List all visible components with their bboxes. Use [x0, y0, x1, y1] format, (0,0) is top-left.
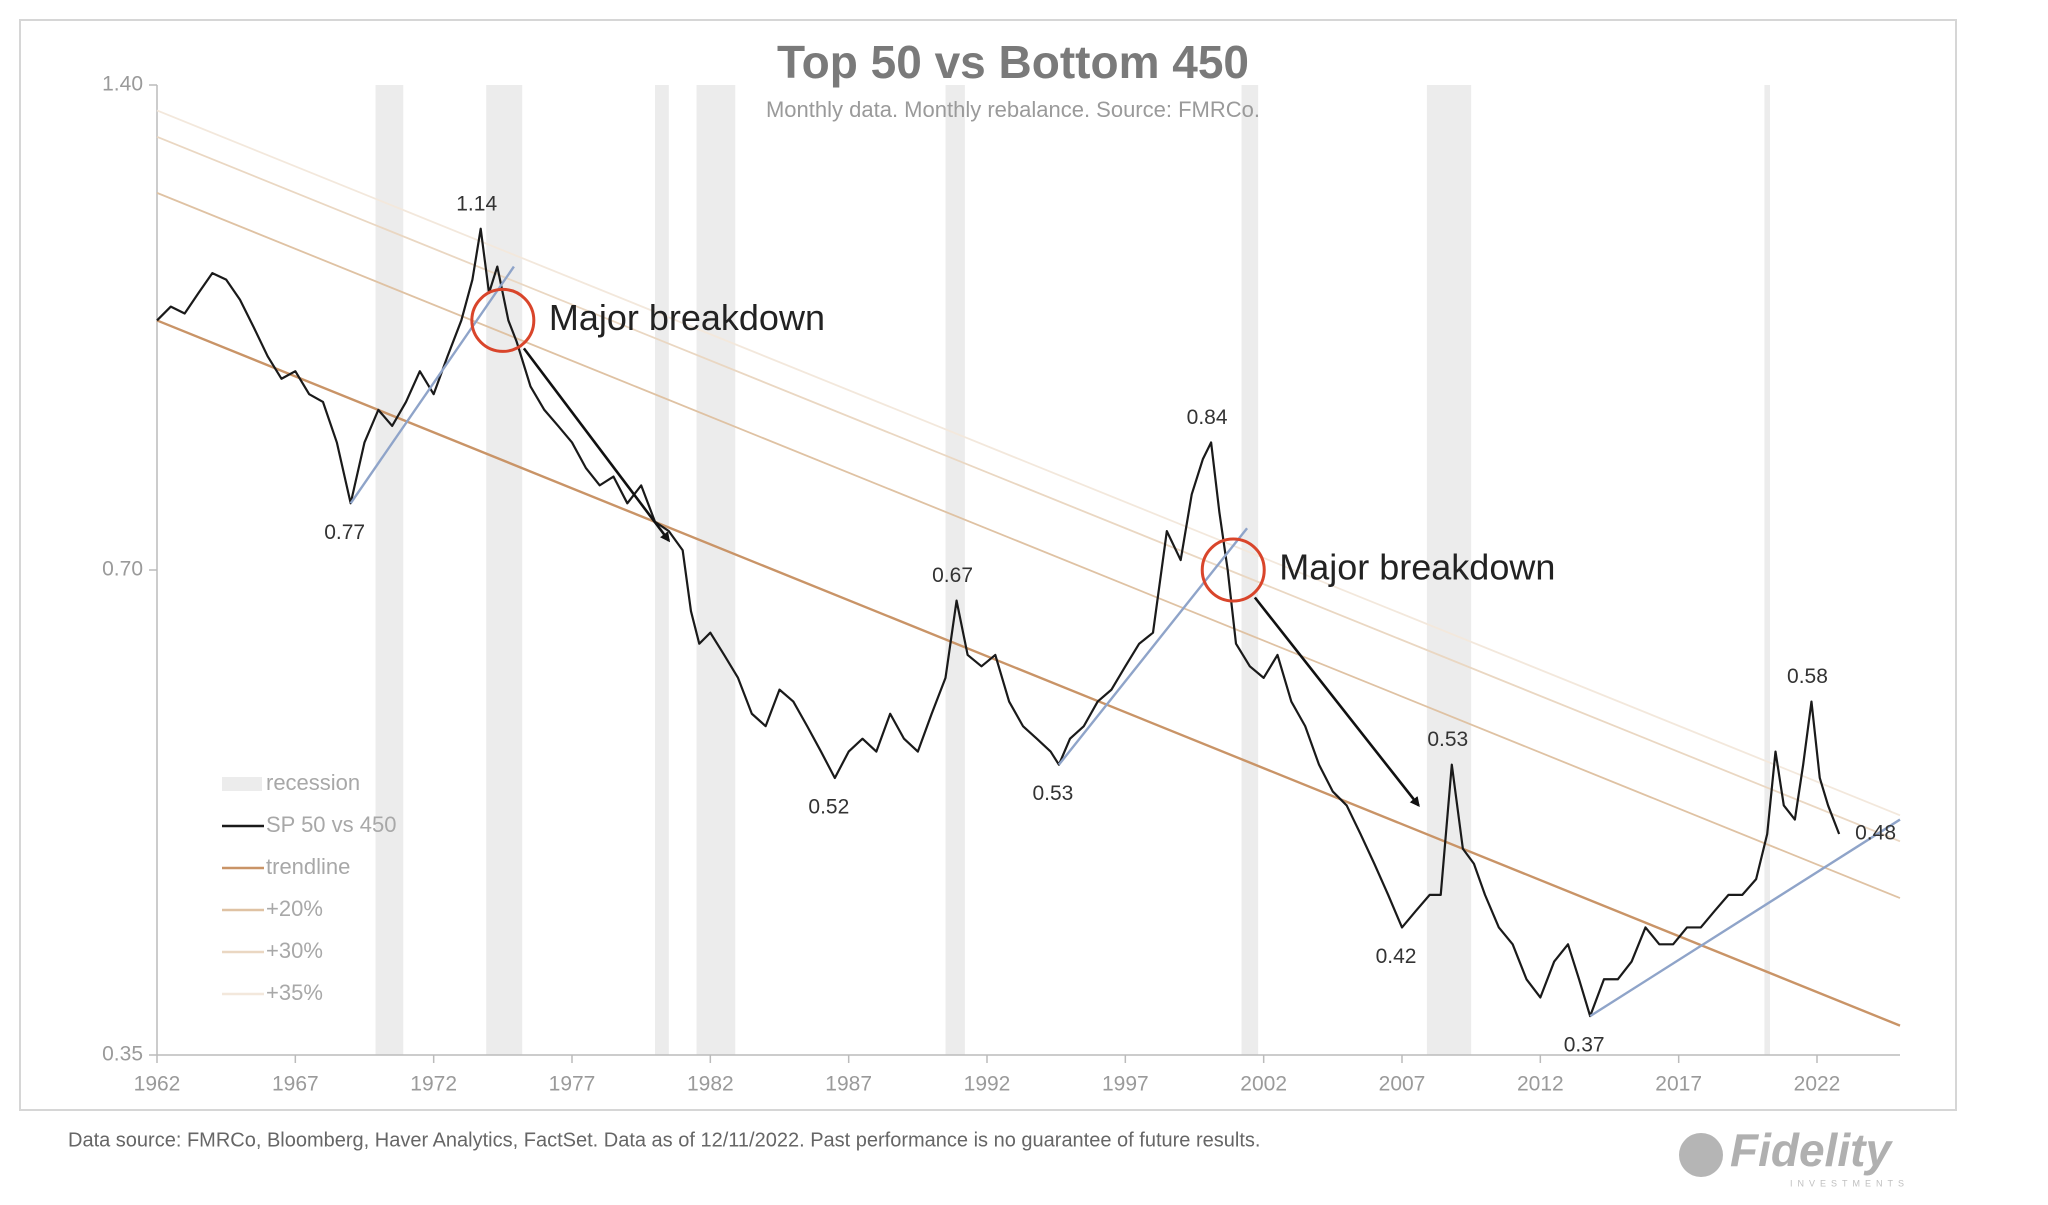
legend-label: +35%	[266, 980, 323, 1005]
peak-label: 0.53	[1427, 728, 1468, 751]
background-layer: 0.35 0.70 1.40 1962 1967 1972 1977 1982 1987 1992…	[102, 73, 1900, 1096]
peak-label: 0.52	[808, 796, 849, 819]
peak-label: 1.14	[456, 192, 497, 215]
x-tick-label: 1992	[964, 1073, 1011, 1096]
support-line	[349, 265, 515, 504]
legend-label: SP 50 vs 450	[266, 812, 396, 837]
annotation-text: Major breakdown	[1279, 547, 1555, 588]
trend-line	[156, 136, 1901, 843]
logo-tagline: INVESTMENTS	[1790, 1178, 1909, 1188]
arrow	[522, 347, 671, 543]
legend-label: +20%	[266, 896, 323, 921]
trend-line	[156, 192, 1901, 899]
recession-band	[486, 85, 523, 1055]
trend-line	[156, 109, 1901, 817]
x-tick-label: 1997	[1102, 1073, 1149, 1096]
legend-label: recession	[266, 770, 360, 795]
legend-label: trendline	[266, 854, 350, 879]
legend-label: +30%	[266, 938, 323, 963]
x-tick-label: 1962	[134, 1073, 181, 1096]
y-tick-label: 0.70	[102, 558, 143, 581]
peak-label: 0.53	[1032, 782, 1073, 805]
breakdown-circle	[1200, 537, 1266, 603]
support-line	[1057, 527, 1249, 766]
chart-frame	[19, 19, 1957, 1111]
x-tick-label: 2002	[1240, 1073, 1287, 1096]
peak-label: 0.77	[324, 521, 365, 544]
x-tick-label: 1967	[272, 1073, 319, 1096]
x-tick-label: 2017	[1655, 1073, 1702, 1096]
x-tick-label: 2007	[1379, 1073, 1426, 1096]
x-tick-label: 2022	[1794, 1073, 1841, 1096]
peak-label: 0.37	[1564, 1034, 1605, 1057]
footnote: Data source: FMRCo, Bloomberg, Haver Ana…	[68, 1129, 1260, 1151]
peak-label: 0.84	[1187, 406, 1228, 429]
peak-label: 0.48	[1855, 822, 1896, 845]
annotation-text: Major breakdown	[549, 297, 825, 338]
y-tick-label: 0.35	[102, 1043, 143, 1066]
data-line	[156, 227, 1841, 1018]
foreground-layer: 1.14 0.77 0.52 0.67 0.53 0.84 0.42 0.53 0.37 0.58…	[222, 192, 1896, 1057]
recession-band	[1426, 85, 1472, 1055]
support-line	[1589, 818, 1901, 1018]
trend-line	[156, 319, 1901, 1027]
arrow	[1253, 596, 1420, 808]
recession-band	[375, 85, 404, 1055]
peak-label: 0.58	[1787, 665, 1828, 688]
logo-name: Fidelity	[1730, 1124, 1893, 1176]
logo-mark	[1679, 1133, 1723, 1177]
y-tick-label: 1.40	[102, 73, 143, 96]
legend-swatch	[222, 777, 262, 791]
x-tick-label: 1972	[410, 1073, 457, 1096]
x-tick-label: 2012	[1517, 1073, 1564, 1096]
recession-band	[696, 85, 736, 1055]
recession-band	[1764, 85, 1770, 1055]
recession-band	[655, 85, 669, 1055]
chart-title: Top 50 vs Bottom 450	[777, 36, 1249, 88]
x-tick-label: 1987	[825, 1073, 872, 1096]
x-tick-label: 1977	[549, 1073, 596, 1096]
x-tick-label: 1982	[687, 1073, 734, 1096]
lines-layer	[156, 109, 1901, 1027]
logo: Fidelity INVESTMENTS	[1679, 1124, 1909, 1188]
peak-label: 0.42	[1376, 945, 1417, 968]
recession-band	[945, 85, 965, 1055]
peak-label: 0.67	[932, 564, 973, 587]
breakdown-circle	[470, 287, 536, 353]
recession-band	[1241, 85, 1259, 1055]
chart-subtitle: Monthly data. Monthly rebalance. Source:…	[766, 97, 1260, 122]
